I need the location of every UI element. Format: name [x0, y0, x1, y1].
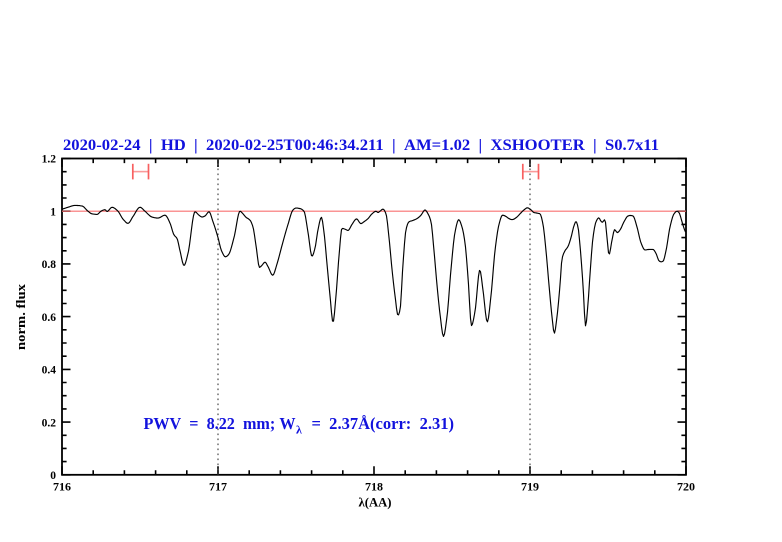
- svg-text:0: 0: [50, 470, 56, 482]
- svg-text:λ(AA): λ(AA): [359, 496, 392, 510]
- svg-text:719: 719: [521, 480, 539, 494]
- svg-text:norm. flux: norm. flux: [14, 283, 28, 350]
- svg-text:717: 717: [209, 480, 227, 494]
- svg-text:716: 716: [53, 480, 71, 494]
- svg-text:718: 718: [365, 480, 383, 494]
- svg-text:= 2.37Å(corr: 2.31): = 2.37Å(corr: 2.31): [312, 414, 455, 433]
- svg-text:0.2: 0.2: [42, 417, 57, 429]
- svg-text:2020-02-24 | HD | 2020-02-: 2020-02-24 | HD | 2020-02-25T00:46:34.21…: [63, 137, 659, 154]
- svg-text:PWV = 8.22 mm; W: PWV = 8.22 mm; W: [144, 414, 296, 433]
- svg-text:0.4: 0.4: [42, 365, 57, 377]
- svg-text:1.2: 1.2: [42, 154, 57, 166]
- svg-text:0.8: 0.8: [42, 259, 57, 271]
- svg-text:720: 720: [677, 480, 695, 494]
- svg-text:1: 1: [50, 206, 56, 218]
- svg-text:0.6: 0.6: [42, 312, 57, 324]
- svg-text:λ: λ: [296, 423, 302, 437]
